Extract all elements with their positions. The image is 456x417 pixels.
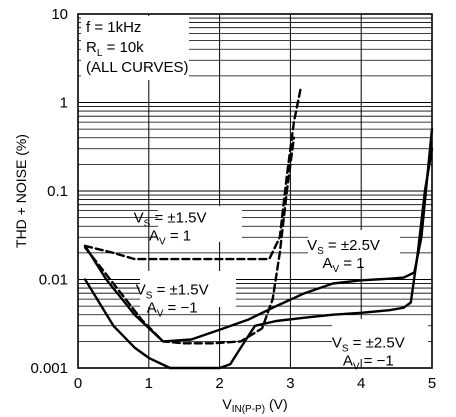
x-axis-label: VIN(P-P) (V) [222,396,287,415]
y-tick-label: 1 [60,95,68,112]
y-tick-label: 0.1 [47,183,68,200]
condition-line: f = 1kHz [86,19,141,36]
x-tick-label: 4 [357,375,365,392]
test-conditions: f = 1kHz RL = 10k(ALL CURVES) [81,16,189,80]
series-line-2 [83,136,296,345]
series-label-line: AV = 1 [322,255,364,275]
x-tick-label: 2 [215,375,223,392]
x-tick-label: 3 [286,375,294,392]
series-line-1 [83,85,303,261]
series-layer [83,85,434,370]
series-label-line: AV = −1 [147,299,198,319]
series-label-line: AV = 1 [149,228,191,248]
x-tick-label: 5 [428,375,436,392]
x-axis-label-unit: (V) [265,396,288,412]
series-label-line: VS = ±1.5V [134,210,207,230]
series-label-line: VS = ±2.5V [332,335,405,355]
y-tick-label: 0.01 [39,272,68,289]
y-tick-label: 0.001 [30,360,68,377]
condition-line: (ALL CURVES) [86,59,189,76]
tick-labels: 0 1 2 3 4 5 0.001 0.01 0.1 1 10 [30,6,436,392]
condition-line: RL = 10k [86,39,144,59]
x-tick-label: 1 [145,375,153,392]
y-axis-label: THD + NOISE (%) [13,134,29,248]
x-axis-label-main: V [222,396,232,412]
series-line-4 [83,147,434,370]
plot-frame [77,13,433,369]
series-label-bg [158,206,242,242]
series-label-line: VS = ±1.5V [136,281,209,301]
series-label-line: AV = −1 [343,353,394,373]
series-label-line: VS = ±2.5V [307,237,380,257]
x-tick-label: 0 [74,375,82,392]
series-label-bg [140,271,236,307]
conditions-bg [81,16,189,80]
y-tick-label: 10 [51,6,68,23]
series-label-bg [332,319,428,359]
x-axis-label-subscript: IN(P-P) [232,404,265,415]
series-label-bg [308,230,400,266]
